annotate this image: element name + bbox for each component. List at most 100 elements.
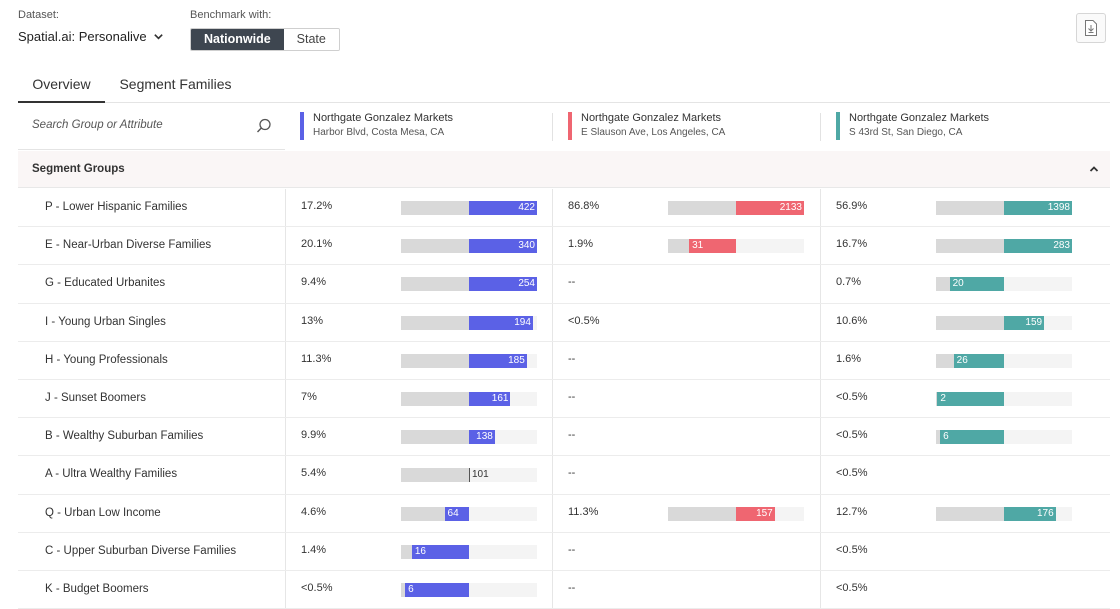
percent-value: <0.5% — [836, 543, 868, 556]
percent-value: -- — [568, 467, 576, 480]
index-bar: 20 — [936, 277, 1072, 292]
index-bar-fill: 1398 — [1004, 201, 1072, 215]
tab-bar: Overview Segment Families — [18, 66, 1110, 103]
index-bar-fill: 159 — [1004, 315, 1045, 330]
benchmark-label: Benchmark with: — [190, 9, 272, 21]
benchmark-nationwide-button[interactable]: Nationwide — [191, 29, 284, 50]
index-bar-fill: 340 — [469, 239, 537, 254]
dataset-label: Dataset: — [18, 9, 59, 21]
index-bar: 138 — [401, 430, 537, 445]
percent-value: 5.4% — [301, 467, 327, 480]
location-name: Northgate Gonzalez Markets — [313, 112, 454, 124]
index-bar: 64 — [401, 506, 537, 521]
location-cell: <0.5% 6 — [285, 571, 551, 608]
segment-groups-header[interactable]: Segment Groups — [18, 151, 1110, 188]
percent-value: <0.5% — [301, 581, 333, 594]
location-cell: 86.8% 2133 — [552, 189, 818, 226]
location-cell: -- — [552, 456, 818, 493]
location-cell: 1.9% 31 — [552, 227, 818, 264]
benchmark-state-button[interactable]: State — [283, 29, 339, 50]
location-color-swatch — [836, 112, 840, 140]
dataset-select[interactable]: Spatial.ai: Personalive — [18, 29, 164, 44]
download-button[interactable] — [1076, 13, 1106, 43]
index-bar-fill: 138 — [469, 430, 495, 445]
tab-segment-families[interactable]: Segment Families — [119, 76, 232, 92]
percent-value: 9.9% — [301, 429, 327, 442]
index-bar-fill: 20 — [949, 277, 1004, 292]
table-row[interactable]: C - Upper Suburban Diverse Families 1.4% 1… — [18, 533, 1110, 571]
table-row[interactable]: H - Young Professionals 11.3% 185 -- 1.6% 26 — [18, 342, 1110, 380]
location-cell: <0.5% 6 — [820, 418, 1086, 455]
table-row[interactable]: K - Budget Boomers <0.5% 6 -- <0.5% — [18, 571, 1110, 609]
index-bar-fill: 31 — [689, 239, 736, 254]
percent-value: 16.7% — [836, 238, 868, 251]
location-cell: -- — [552, 418, 818, 455]
table-row[interactable]: Q - Urban Low Income 4.6% 64 11.3% 157 12.7% 1… — [18, 495, 1110, 533]
location-cell: -- — [552, 571, 818, 608]
index-bar-fill: 176 — [1004, 506, 1056, 521]
segment-name: G - Educated Urbanites — [45, 277, 166, 290]
search-input[interactable] — [32, 119, 252, 131]
location-cell: 12.7% 176 — [820, 495, 1086, 532]
location-color-swatch — [300, 112, 304, 140]
percent-value: -- — [568, 352, 576, 365]
chevron-up-icon[interactable] — [1088, 163, 1100, 175]
percent-value: 0.7% — [836, 276, 862, 289]
location-cell: <0.5% 2 — [820, 380, 1086, 417]
segment-name: C - Upper Suburban Diverse Families — [45, 544, 237, 557]
table-row[interactable]: E - Near-Urban Diverse Families 20.1% 340 1… — [18, 227, 1110, 266]
index-bar: 194 — [401, 315, 537, 330]
index-bar: 176 — [936, 506, 1072, 521]
search-icon[interactable] — [256, 118, 272, 134]
segment-name: B - Wealthy Suburban Families — [45, 430, 204, 443]
index-bar: 422 — [401, 201, 537, 215]
index-bar-fill: 185 — [469, 353, 527, 368]
percent-value: <0.5% — [568, 314, 600, 327]
table-row[interactable]: P - Lower Hispanic Families 17.2% 422 86.8%… — [18, 189, 1110, 228]
table-row[interactable]: I - Young Urban Singles 13% 194 <0.5% 10.6% 1… — [18, 304, 1110, 342]
index-bar: 254 — [401, 277, 537, 292]
percent-value: <0.5% — [836, 581, 868, 594]
percent-value: 11.3% — [568, 505, 599, 518]
location-cell: <0.5% — [552, 304, 818, 341]
section-title: Segment Groups — [32, 163, 125, 175]
percent-value: 1.4% — [301, 543, 327, 556]
index-bar-fill: 161 — [469, 391, 511, 406]
table-row[interactable]: B - Wealthy Suburban Families 9.9% 138 -- <0… — [18, 418, 1110, 457]
index-bar: 2 — [936, 391, 1072, 406]
percent-value: 12.7% — [836, 505, 868, 518]
index-value: 101 — [472, 469, 489, 481]
search-box — [18, 103, 285, 150]
percent-value: -- — [568, 543, 576, 556]
tab-overview[interactable]: Overview — [18, 66, 105, 103]
location-name: Northgate Gonzalez Markets — [581, 112, 722, 124]
table-row[interactable]: A - Ultra Wealthy Families 5.4% 101 -- <0.5% — [18, 456, 1110, 495]
percent-value: 56.9% — [836, 200, 868, 212]
table-row[interactable]: G - Educated Urbanites 9.4% 254 -- 0.7% 20 — [18, 265, 1110, 304]
percent-value: 11.3% — [301, 352, 332, 365]
location-cell: 9.4% 254 — [285, 265, 551, 302]
index-bar: 101 — [401, 468, 537, 483]
percent-value: 17.2% — [301, 200, 333, 212]
percent-value: 86.8% — [568, 200, 600, 212]
table-row[interactable]: J - Sunset Boomers 7% 161 -- <0.5% 2 — [18, 380, 1110, 419]
index-bar-fill: 254 — [469, 277, 537, 292]
index-bar: 26 — [936, 353, 1072, 368]
index-bar: 161 — [401, 391, 537, 406]
segment-name: P - Lower Hispanic Families — [45, 201, 188, 213]
index-bar-fill: 422 — [469, 201, 537, 215]
location-cell: 20.1% 340 — [285, 227, 551, 264]
segment-name: A - Ultra Wealthy Families — [45, 468, 178, 481]
index-bar: 159 — [936, 315, 1072, 330]
index-bar-fill: 6 — [405, 582, 469, 597]
download-file-icon — [1085, 20, 1097, 36]
segment-name: K - Budget Boomers — [45, 582, 149, 595]
percent-value: <0.5% — [836, 467, 868, 480]
index-bar-fill: 194 — [469, 315, 533, 330]
index-bar: 6 — [936, 430, 1072, 445]
benchmark-toggle: Nationwide State — [190, 28, 340, 51]
percent-value: -- — [568, 581, 576, 594]
index-bar: 340 — [401, 239, 537, 254]
index-bar: 1398 — [936, 201, 1072, 215]
index-bar: 31 — [668, 239, 804, 254]
